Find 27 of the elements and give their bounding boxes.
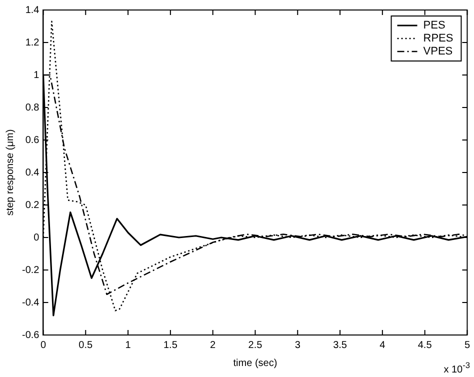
y-tick-label: 0.8	[25, 102, 40, 114]
legend-label: RPES	[423, 32, 454, 45]
y-tick-label: 0	[34, 232, 40, 244]
x-tick-label: 2.5	[248, 340, 263, 351]
legend-label: VPES	[423, 46, 453, 58]
y-tick-label: 1.4	[25, 4, 40, 16]
legend-label: PES	[423, 20, 446, 32]
y-tick-label: 0.4	[25, 167, 40, 178]
y-tick-label: 0.2	[25, 200, 40, 211]
text: x 10$^{-3}$	[444, 360, 470, 375]
y-tick-label: 1	[34, 70, 40, 81]
y-tick-label: -0.6	[22, 330, 40, 341]
x-tick-label: 0.5	[78, 340, 94, 351]
x-axis-title: time (sec)	[233, 358, 278, 369]
y-tick-label: -0.2	[22, 264, 40, 276]
x-tick-label: 3	[294, 340, 301, 351]
x-tick-label: 5	[464, 340, 470, 351]
x-tick-label: 4	[380, 340, 386, 351]
x-tick-label: 1.5	[163, 340, 178, 351]
x-tick-label: 2	[210, 340, 216, 351]
y-axis-title: step response (μm)	[4, 129, 16, 216]
x-tick-label: 4.5	[418, 340, 432, 351]
x-tick-label: 3.5	[333, 340, 348, 351]
y-tick-label: 0.6	[25, 134, 40, 146]
y-tick-label: 1.2	[25, 37, 40, 48]
y-tick-label: -0.4	[22, 297, 40, 308]
x-tick-label: 1	[125, 340, 132, 351]
